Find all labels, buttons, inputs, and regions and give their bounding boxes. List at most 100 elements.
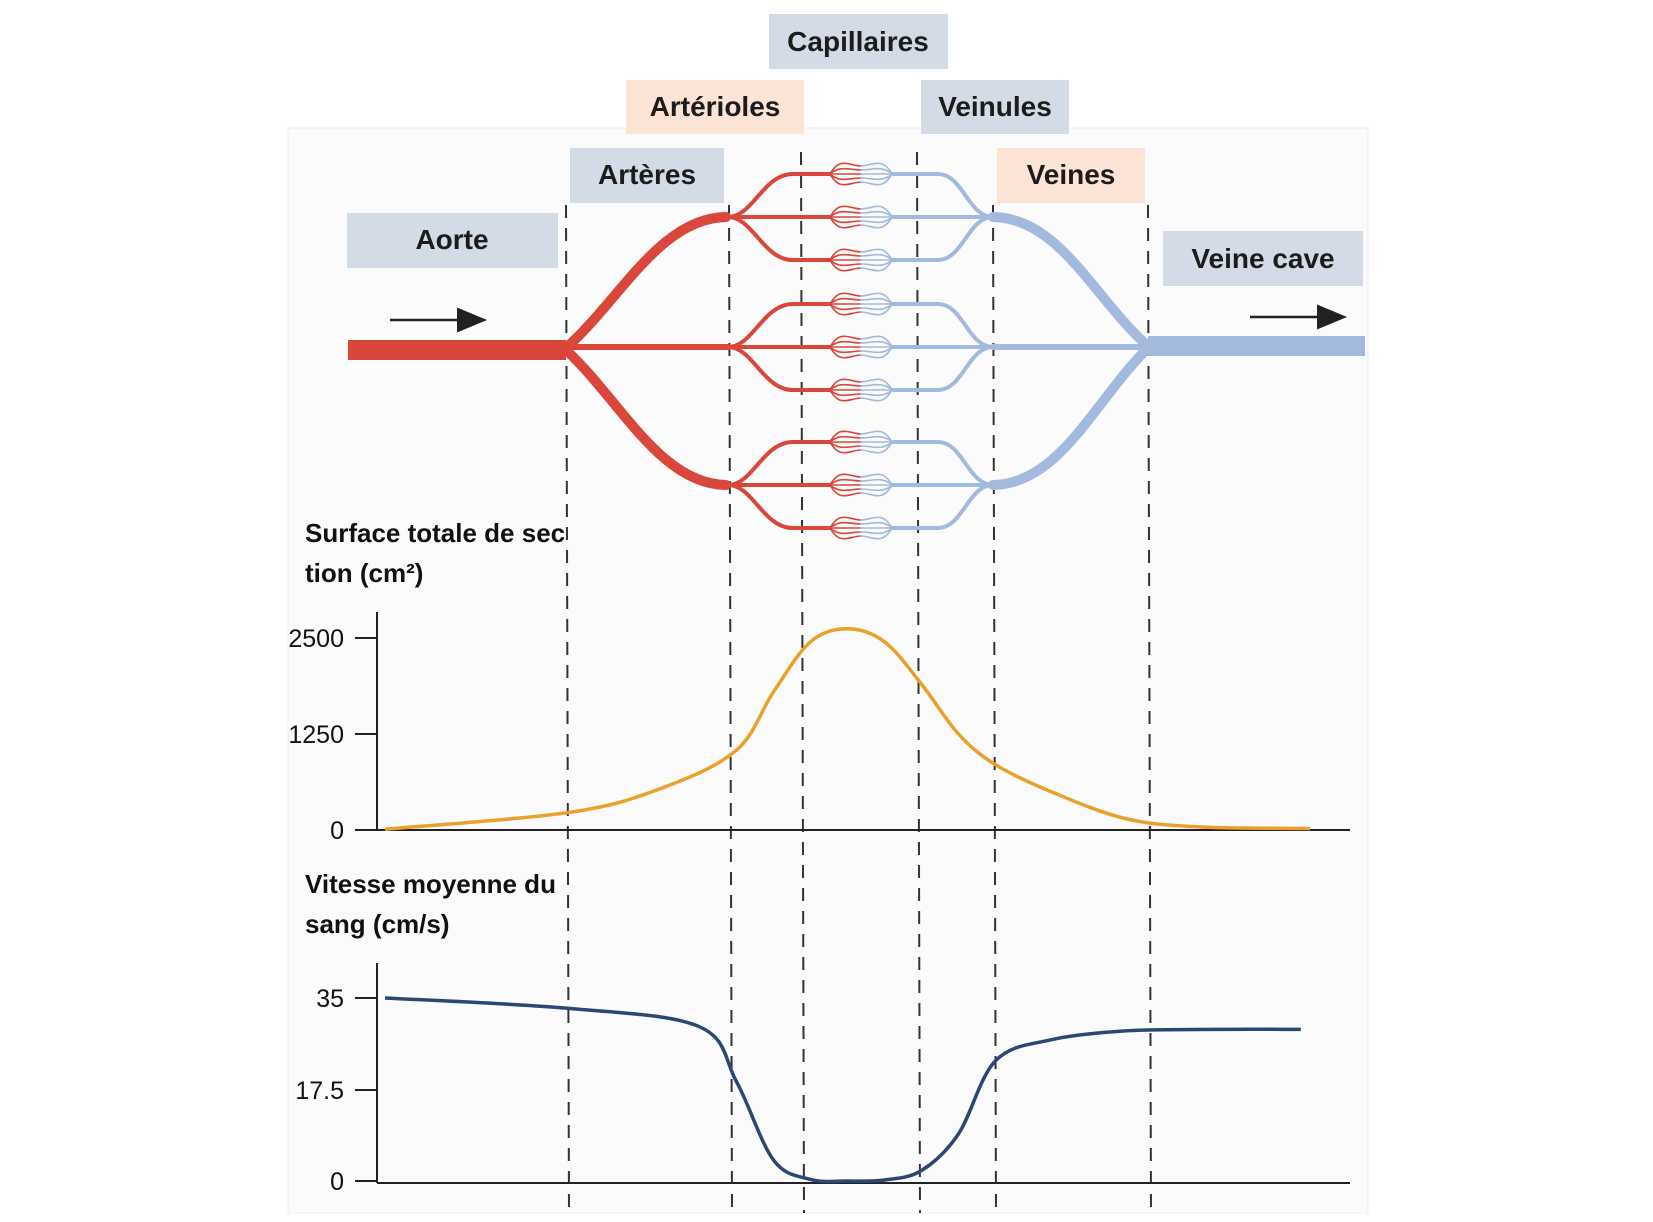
capillary-arterial [829,297,862,305]
capillary-venous [860,430,893,443]
chart-area-title-line1: Surface totale de sec [305,518,565,548]
capillary-venous [860,303,893,316]
capillary-venous [860,346,893,359]
chart-velocity-curve [384,996,1301,1184]
capillary-venous [860,383,893,391]
label-arterioles: Artérioles [626,80,804,134]
label-veinules-box [921,80,1069,134]
capillary-arterial [829,389,862,397]
capillary-arterial [829,441,862,454]
capillary-arterial [829,216,862,229]
capillary-venous [860,441,893,454]
capillary-venous [860,478,893,486]
capillary-venous [860,259,893,267]
artery-upper [561,212,731,353]
capillary-venous [860,173,893,181]
divider-aorte-arteres [565,204,570,1214]
capillary-arterial [829,478,862,486]
capillary-arterial [829,259,862,272]
capillary-arterial [829,248,862,261]
label-veines-text: Veines [1027,159,1116,190]
capillary-arterial [829,259,862,267]
y-tick-label: 0 [330,1168,344,1196]
capillary-arterial [829,527,862,540]
capillary-arterial [829,303,862,316]
capillary-venous [860,484,893,497]
capillary-venous [860,292,893,305]
capillary-venous [860,303,893,311]
capillary-arterial [829,441,862,449]
capillary-arterial [829,435,862,443]
chart-area-title-line2: tion (cm²) [305,558,423,588]
capillary-venous [860,441,893,449]
capillary-venous [860,378,893,391]
capillary-venous [860,340,893,348]
capillary-arterial [829,162,862,175]
label-arterioles-box [626,80,804,134]
capillary-arterial [829,205,862,218]
divider-arterioles-capillaires [800,151,805,1214]
label-arteres-box [570,148,724,203]
capillary-venous [860,162,893,175]
divider-arteres-arterioles [728,204,733,1214]
chart-velocity-title-line1: Vitesse moyenne du [305,869,556,899]
arteriole-branch [726,483,832,530]
capillary-arterial [829,292,862,305]
label-arterioles-text: Artérioles [650,91,781,122]
divider-veines-veine-cave [1147,204,1152,1214]
capillary-arterial [829,335,862,348]
capillary-venous [860,248,893,261]
label-veine-cave-text: Veine cave [1191,243,1334,274]
arteriole-branch [726,215,832,262]
capillary-arterial [829,484,862,492]
label-veines-box [997,148,1145,203]
capillary-arterial [829,378,862,391]
label-veinules: Veinules [921,80,1069,134]
label-veine-cave-box [1163,231,1363,286]
capillary-arterial [829,430,862,443]
capillary-venous [860,216,893,229]
capillary-venous [860,173,893,186]
capillary-venous [860,527,893,540]
label-capillaires: Capillaires [769,14,948,69]
capillary-venous [860,516,893,529]
label-arteres: Artères [570,148,724,203]
capillary-arterial [829,346,862,354]
label-veinules-text: Veinules [938,91,1052,122]
capillary-venous [860,473,893,486]
vein-lower [988,343,1153,490]
capillary-arterial [829,340,862,348]
label-veine-cave: Veine cave [1163,231,1363,286]
capillary-venous [860,521,893,529]
capillary-venous [860,527,893,535]
y-tick-label: 17.5 [295,1077,344,1105]
label-aorte: Aorte [347,213,558,268]
artery-lower [561,345,731,490]
capillary-arterial [829,484,862,497]
capillary-arterial [829,173,862,181]
label-capillaires-box [769,14,948,69]
capillary-venous [860,259,893,272]
vein-upper [988,212,1153,351]
capillary-venous [860,205,893,218]
y-tick-label: 1250 [288,721,344,749]
capillary-arterial [829,383,862,391]
capillary-beds [726,162,995,540]
capillary-venous [860,335,893,348]
capillary-arterial [829,253,862,261]
venule-branch [890,483,995,530]
capillary-venous [860,167,893,175]
label-capillaires-text: Capillaires [787,26,929,57]
arteriole-branch [726,345,832,392]
capillary-arterial [829,303,862,311]
chart-cross-section-area: Surface totale de sec tion (cm²) 2500 125… [288,518,1350,845]
capillary-arterial [829,473,862,486]
label-arteres-text: Artères [598,159,696,190]
capillary-arterial [829,173,862,186]
capillary-arterial [829,210,862,218]
capillary-venous [860,210,893,218]
y-tick-label: 35 [316,985,344,1013]
capillary-arterial [829,346,862,359]
divider-veinules-veines [992,204,997,1214]
